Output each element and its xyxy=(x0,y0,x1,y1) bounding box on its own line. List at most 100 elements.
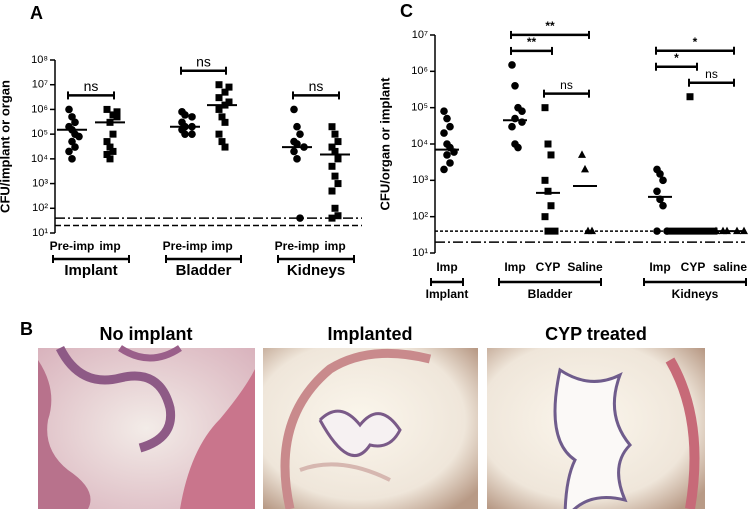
data-point xyxy=(440,107,448,115)
x-tick-label: CYP xyxy=(681,260,706,274)
data-point xyxy=(75,132,83,141)
data-point xyxy=(544,140,552,148)
data-point xyxy=(65,105,73,114)
data-point xyxy=(331,147,339,155)
y-tick-label: 10⁵ xyxy=(31,128,48,140)
y-tick-label: 10⁴ xyxy=(411,138,428,150)
significance-label: ns xyxy=(309,78,324,94)
y-axis-label: CFU/organ or implant xyxy=(377,77,392,211)
data-point xyxy=(703,227,711,235)
data-point xyxy=(328,214,336,222)
data-point xyxy=(653,227,661,235)
data-point xyxy=(541,213,549,221)
y-tick-label: 10⁸ xyxy=(31,54,48,66)
data-point xyxy=(106,155,114,163)
x-tick-label: saline xyxy=(713,260,747,274)
data-point xyxy=(218,138,226,146)
data-point xyxy=(290,147,298,156)
y-tick-label: 10⁶ xyxy=(411,65,428,77)
data-point xyxy=(514,143,522,152)
data-point xyxy=(511,81,519,90)
data-point xyxy=(109,111,117,119)
group-label: Bladder xyxy=(528,287,573,301)
y-tick-label: 10⁷ xyxy=(412,29,428,41)
data-point xyxy=(328,162,336,170)
data-point xyxy=(440,129,448,137)
data-point xyxy=(440,165,448,174)
data-point xyxy=(331,130,339,138)
y-tick-label: 10⁶ xyxy=(31,103,48,115)
data-point xyxy=(221,143,229,151)
data-point xyxy=(668,227,676,235)
x-tick-label: Saline xyxy=(567,260,603,274)
data-point xyxy=(103,138,111,146)
data-point xyxy=(215,130,223,138)
data-point xyxy=(296,130,304,138)
data-point xyxy=(712,226,720,235)
data-point xyxy=(331,172,339,180)
y-axis-label: CFU/implant or organ xyxy=(0,80,12,213)
data-point xyxy=(544,187,552,195)
data-point xyxy=(544,227,552,235)
data-point xyxy=(328,143,336,151)
data-point xyxy=(103,151,111,159)
data-point xyxy=(675,227,683,235)
data-point xyxy=(446,122,454,131)
data-point xyxy=(225,98,233,106)
data-point xyxy=(215,94,223,102)
histology-image xyxy=(38,345,255,509)
data-point xyxy=(290,105,298,114)
data-point xyxy=(547,202,555,210)
panel: C CFU/organ or implant 10¹ 10² 10³ 10⁴ 10⁵ 10⁶ 1… xyxy=(377,1,748,301)
significance-label: * xyxy=(693,35,698,49)
y-tick-label: 10¹ xyxy=(32,227,48,239)
y-tick-label: 10⁴ xyxy=(31,153,48,165)
panel-b: B No implant Implanted CYP treated xyxy=(20,319,705,509)
group-label: Bladder xyxy=(176,262,232,279)
data-point xyxy=(659,176,667,185)
data-point xyxy=(578,150,586,158)
group-label: Implant xyxy=(426,287,469,301)
y-tick-label: 10⁷ xyxy=(32,79,48,91)
data-point xyxy=(446,159,454,167)
panel-label: B xyxy=(20,319,33,339)
x-tick-label: imp xyxy=(324,239,345,253)
group-label: Implant xyxy=(64,262,117,279)
data-point xyxy=(188,113,196,121)
data-point xyxy=(218,113,226,121)
data-point xyxy=(443,114,451,123)
group-label: Kidneys xyxy=(672,287,719,301)
histology-image xyxy=(263,348,478,509)
x-tick-label: imp xyxy=(99,239,120,253)
data-point xyxy=(331,204,339,212)
x-tick-label: Pre-imp xyxy=(50,239,95,253)
y-tick-label: 10³ xyxy=(32,177,48,189)
significance-label: ** xyxy=(527,35,537,49)
data-point xyxy=(71,143,79,151)
significance-label: ns xyxy=(196,53,211,69)
data-point xyxy=(334,155,342,163)
significance-label: ns xyxy=(560,78,573,92)
data-point xyxy=(328,123,336,131)
data-point xyxy=(659,201,667,210)
y-tick-label: 10² xyxy=(412,211,428,223)
x-tick-label: Pre-imp xyxy=(163,239,208,253)
significance-label: ns xyxy=(84,78,99,94)
data-point xyxy=(188,130,196,138)
x-tick-label: CYP xyxy=(536,260,561,274)
data-point xyxy=(106,143,114,151)
x-tick-label: imp xyxy=(211,239,232,253)
data-point xyxy=(221,88,229,96)
data-point xyxy=(109,130,117,138)
data-point xyxy=(334,180,342,188)
data-point xyxy=(518,107,526,115)
histology-image xyxy=(487,348,705,509)
data-point xyxy=(225,83,233,91)
data-point xyxy=(293,122,301,131)
significance-label: ** xyxy=(545,19,555,33)
data-point xyxy=(740,226,748,235)
data-point xyxy=(113,113,121,121)
x-tick-label: Imp xyxy=(504,260,525,274)
data-point xyxy=(103,105,111,113)
